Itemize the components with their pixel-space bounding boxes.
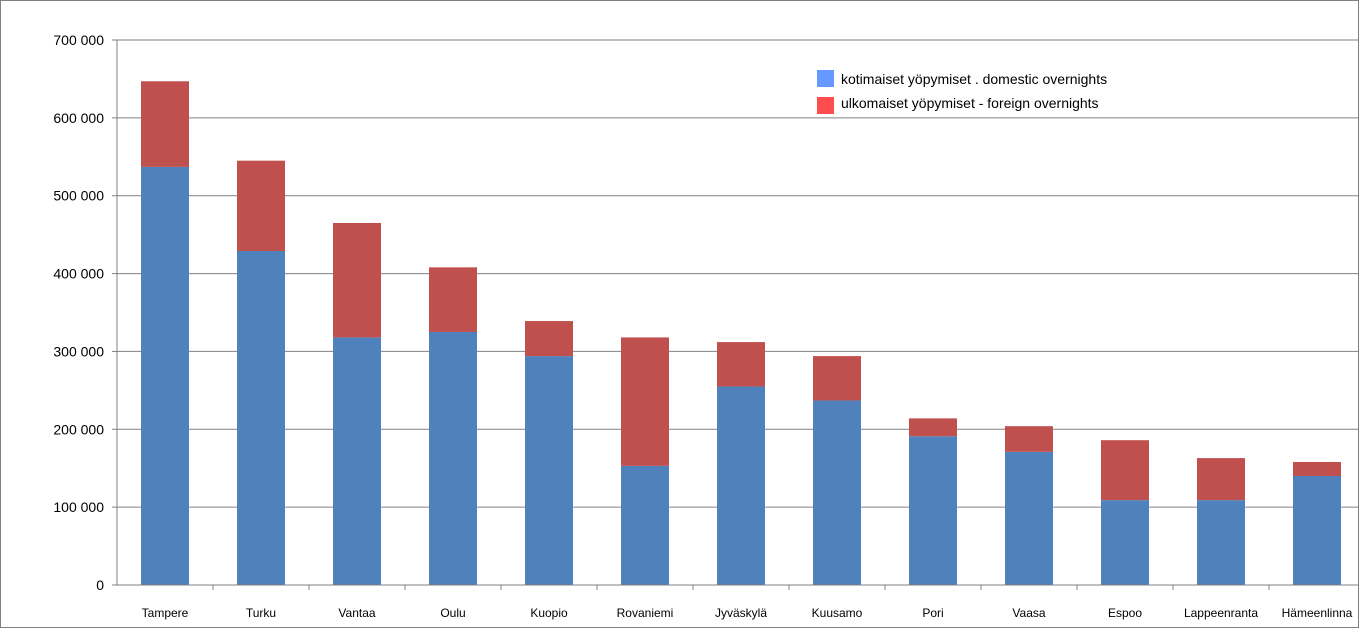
bar-foreign [1293, 461, 1341, 476]
legend-swatch-domestic [817, 70, 834, 87]
x-tick-label: Tampere [142, 606, 189, 620]
bar-foreign [909, 418, 957, 437]
bar-domestic [717, 386, 765, 585]
y-tick-label: 700 000 [53, 32, 104, 48]
bar-domestic [141, 166, 189, 585]
x-tick-label: Pori [922, 606, 943, 620]
y-tick-label: 300 000 [53, 343, 104, 359]
y-tick-label: 600 000 [53, 110, 104, 126]
bar-foreign [429, 267, 477, 332]
bar-foreign [237, 160, 285, 251]
bar-foreign [1197, 458, 1245, 501]
bar-domestic [1005, 451, 1053, 585]
x-tick-label: Lappeenranta [1184, 606, 1258, 620]
legend-label-domestic: kotimaiset yöpymiset . domestic overnigh… [841, 71, 1107, 87]
bar-foreign [525, 321, 573, 357]
bar-domestic [237, 250, 285, 585]
bar-foreign [621, 337, 669, 466]
x-tick-label: Rovaniemi [617, 606, 674, 620]
y-tick-label: 500 000 [53, 188, 104, 204]
legend-label-foreign: ulkomaiset yöpymiset - foreign overnight… [841, 95, 1099, 111]
bar-domestic [1197, 500, 1245, 585]
x-tick-label: Kuusamo [812, 606, 863, 620]
bar-foreign [333, 222, 381, 338]
y-tick-label: 100 000 [53, 499, 104, 515]
bar-domestic [813, 400, 861, 585]
bar-foreign [1005, 426, 1053, 452]
x-tick-label: Vantaa [338, 606, 375, 620]
bar-domestic [429, 331, 477, 585]
bar-domestic [333, 337, 381, 585]
x-tick-label: Kuopio [530, 606, 568, 620]
y-tick-label: 0 [96, 577, 104, 593]
bar-domestic [909, 436, 957, 585]
x-tick-label: Jyväskylä [715, 606, 767, 620]
bar-domestic [1101, 500, 1149, 585]
legend: kotimaiset yöpymiset . domestic overnigh… [817, 70, 1107, 114]
x-tick-label: Turku [246, 606, 276, 620]
bar-foreign [141, 81, 189, 167]
bar-domestic [1293, 476, 1341, 585]
bar-foreign [813, 356, 861, 401]
y-tick-label: 200 000 [53, 421, 104, 437]
bar-foreign [717, 342, 765, 387]
legend-swatch-foreign [817, 97, 834, 114]
y-tick-label: 400 000 [53, 266, 104, 282]
x-tick-label: Hämeenlinna [1282, 606, 1353, 620]
bar-domestic [525, 356, 573, 585]
x-tick-label: Oulu [440, 606, 465, 620]
axes: 0 100 000 200 000 300 000 400 000 500 000 600 … [53, 32, 1359, 620]
x-tick-label: Espoo [1108, 606, 1142, 620]
bar-domestic [621, 465, 669, 585]
bars [141, 81, 1341, 585]
bar-foreign [1101, 440, 1149, 501]
x-tick-label: Vaasa [1012, 606, 1045, 620]
